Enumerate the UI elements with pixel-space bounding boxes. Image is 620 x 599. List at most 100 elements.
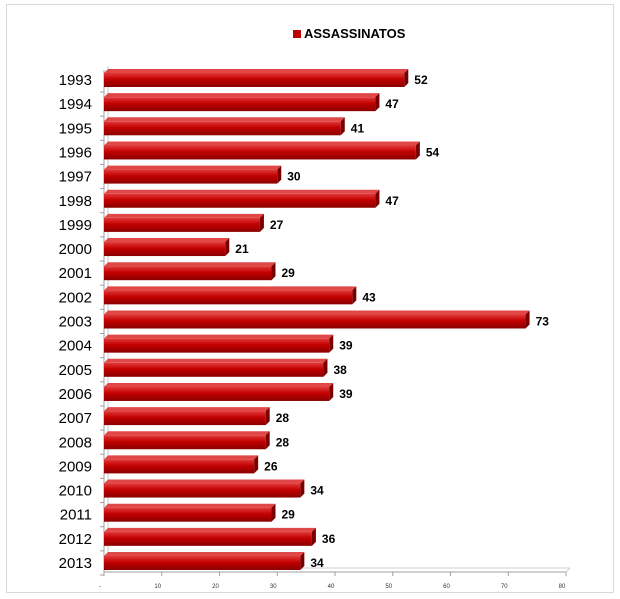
x-tick-label: 30 — [270, 584, 277, 590]
data-label: 52 — [414, 73, 428, 87]
data-label: 54 — [426, 145, 440, 159]
data-label: 41 — [351, 121, 365, 135]
bar-side-face — [329, 382, 334, 401]
data-label: 39 — [339, 339, 353, 353]
category-label: 2003 — [59, 314, 92, 331]
x-tick-label: 50 — [385, 584, 392, 590]
category-label: 1998 — [59, 193, 92, 210]
bar-front-face — [104, 459, 255, 474]
data-label: 47 — [385, 97, 399, 111]
bar — [104, 262, 276, 281]
bar — [104, 552, 305, 570]
bar-side-face — [225, 238, 230, 257]
bar-side-face — [525, 310, 530, 329]
x-tick-label: 40 — [328, 584, 335, 590]
bar-top-face — [104, 479, 305, 484]
bar — [104, 117, 345, 136]
bar-top-face — [104, 407, 270, 412]
bar-front-face — [104, 435, 266, 450]
bar-top-face — [104, 213, 264, 218]
bar-front-face — [104, 314, 526, 329]
bar-top-face — [104, 310, 530, 315]
bar-front-face — [104, 338, 330, 353]
category-label: 1993 — [59, 72, 92, 89]
bar — [104, 213, 264, 232]
bar-front-face — [104, 531, 312, 546]
bar — [104, 238, 230, 257]
bar-side-face — [323, 358, 328, 377]
bar-front-face — [104, 483, 301, 498]
bar-front-face — [104, 362, 324, 377]
bar-side-face — [259, 213, 264, 232]
bar-top-face — [104, 286, 357, 291]
bar-front-face — [104, 290, 353, 305]
bar-top-face — [104, 69, 409, 73]
bar-front-face — [104, 217, 260, 232]
bar — [104, 310, 530, 329]
bar-top-face — [104, 117, 345, 122]
bar-front-face — [104, 507, 272, 522]
data-label: 26 — [264, 459, 278, 473]
data-label: 28 — [276, 411, 290, 425]
category-label: 2004 — [59, 338, 92, 355]
bar-top-face — [104, 503, 276, 508]
bar-side-face — [271, 262, 276, 281]
bar — [104, 431, 270, 450]
bar — [104, 358, 328, 377]
x-tick-label: 20 — [212, 584, 219, 590]
labels: 1993 52 1994 47 1995 41 1996 54 1997 30 1998 47 1999… — [59, 72, 550, 572]
data-label: 36 — [322, 532, 336, 546]
category-label: 2001 — [59, 265, 92, 282]
bar-front-face — [104, 266, 272, 281]
bar-front-face — [104, 556, 301, 570]
category-label: 2008 — [59, 434, 92, 451]
data-label: 30 — [287, 170, 301, 184]
category-label: 1999 — [59, 217, 92, 234]
bar-side-face — [277, 165, 282, 184]
bar-side-face — [265, 407, 270, 426]
data-label: 38 — [333, 363, 347, 377]
bar-top-face — [104, 165, 282, 170]
bar — [104, 382, 334, 401]
floor-right-edge — [565, 567, 571, 573]
x-tick-label: - — [99, 584, 101, 590]
bar-side-face — [271, 503, 276, 522]
bar — [104, 141, 420, 160]
data-label: 43 — [362, 290, 376, 304]
bar-front-face — [104, 145, 416, 160]
bar-top-face — [104, 552, 305, 556]
bar-top-face — [104, 189, 380, 194]
bar-top-face — [104, 238, 230, 243]
bar — [104, 503, 276, 522]
bar-front-face — [104, 97, 376, 112]
x-tick-label: 80 — [559, 584, 566, 590]
x-tick-label: 10 — [154, 584, 161, 590]
category-label: 2013 — [59, 555, 92, 572]
bar-front-face — [104, 411, 266, 426]
bar — [104, 527, 316, 546]
bar-front-face — [104, 386, 330, 401]
category-label: 2005 — [59, 362, 92, 379]
x-tick-label: 70 — [501, 584, 508, 590]
bar-front-face — [104, 193, 376, 208]
bar — [104, 165, 282, 184]
bar-side-face — [254, 455, 259, 474]
bar-top-face — [104, 334, 334, 339]
bars — [104, 69, 530, 570]
data-label: 28 — [276, 435, 290, 449]
bar-front-face — [104, 73, 405, 87]
category-label: 1996 — [59, 144, 92, 161]
bar-side-face — [404, 69, 409, 87]
bar-top-face — [104, 141, 420, 146]
data-label: 27 — [270, 218, 284, 232]
bar — [104, 407, 270, 426]
bar — [104, 69, 409, 87]
bar-side-face — [375, 189, 380, 208]
bar-top-face — [104, 262, 276, 267]
bar — [104, 93, 380, 112]
category-label: 1997 — [59, 169, 92, 186]
bar-side-face — [311, 527, 316, 546]
category-label: 2009 — [59, 458, 92, 475]
bar-top-face — [104, 527, 316, 532]
